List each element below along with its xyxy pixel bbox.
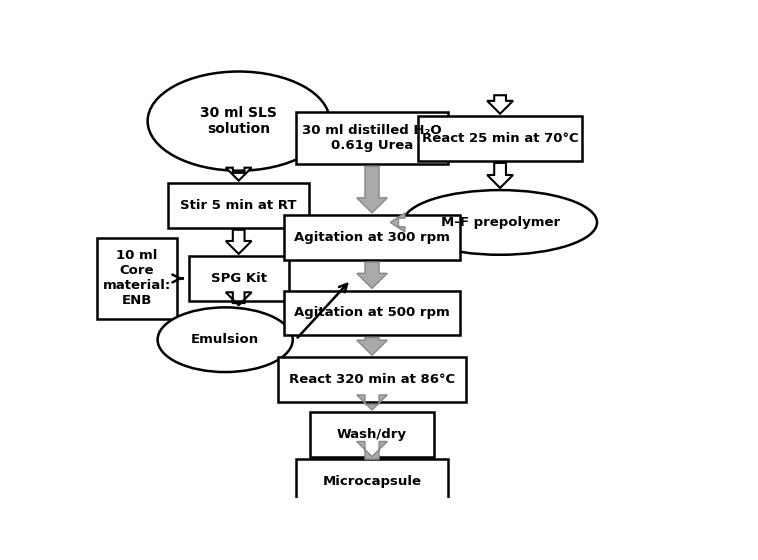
Polygon shape xyxy=(226,167,252,181)
Text: 30 ml SLS
solution: 30 ml SLS solution xyxy=(200,106,277,136)
Text: M-F prepolymer: M-F prepolymer xyxy=(440,216,559,229)
Text: 10 ml
Core
material:
ENB: 10 ml Core material: ENB xyxy=(103,250,171,307)
Polygon shape xyxy=(357,262,387,288)
Text: Agitation at 500 rpm: Agitation at 500 rpm xyxy=(294,306,450,320)
Text: React 25 min at 70°C: React 25 min at 70°C xyxy=(421,132,578,145)
Polygon shape xyxy=(487,163,513,188)
Polygon shape xyxy=(357,166,387,213)
FancyBboxPatch shape xyxy=(278,357,466,402)
FancyBboxPatch shape xyxy=(296,113,449,164)
Ellipse shape xyxy=(403,190,597,255)
FancyBboxPatch shape xyxy=(189,256,289,301)
FancyBboxPatch shape xyxy=(97,237,177,319)
Ellipse shape xyxy=(148,72,330,171)
FancyBboxPatch shape xyxy=(296,459,449,503)
Text: Wash/dry: Wash/dry xyxy=(337,428,407,441)
Text: Agitation at 300 rpm: Agitation at 300 rpm xyxy=(294,231,450,244)
Text: React 320 min at 86°C: React 320 min at 86°C xyxy=(289,374,455,386)
Polygon shape xyxy=(357,395,387,410)
Text: SPG Kit: SPG Kit xyxy=(211,272,267,285)
FancyBboxPatch shape xyxy=(310,412,434,457)
Polygon shape xyxy=(226,292,252,305)
Polygon shape xyxy=(390,213,405,232)
FancyBboxPatch shape xyxy=(284,215,460,260)
Ellipse shape xyxy=(158,307,293,372)
Text: Microcapsule: Microcapsule xyxy=(322,475,421,488)
Polygon shape xyxy=(226,230,252,254)
FancyBboxPatch shape xyxy=(418,116,582,161)
Polygon shape xyxy=(357,338,387,355)
Polygon shape xyxy=(357,441,387,459)
Text: Stir 5 min at RT: Stir 5 min at RT xyxy=(180,199,297,212)
Polygon shape xyxy=(487,95,513,114)
Text: 30 ml distilled H₂O
0.61g Urea: 30 ml distilled H₂O 0.61g Urea xyxy=(302,124,442,152)
Text: Emulsion: Emulsion xyxy=(191,333,259,346)
FancyBboxPatch shape xyxy=(284,291,460,335)
FancyBboxPatch shape xyxy=(168,183,309,227)
